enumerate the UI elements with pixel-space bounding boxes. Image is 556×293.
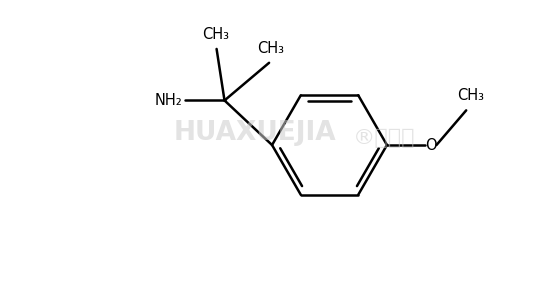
Text: ®化学加: ®化学加	[353, 128, 415, 148]
Text: CH₃: CH₃	[257, 41, 285, 56]
Text: NH₂: NH₂	[154, 93, 182, 108]
Text: CH₃: CH₃	[202, 27, 229, 42]
Text: CH₃: CH₃	[456, 88, 484, 103]
Text: HUAXUEJIA: HUAXUEJIA	[174, 120, 336, 146]
Text: O: O	[425, 137, 437, 153]
